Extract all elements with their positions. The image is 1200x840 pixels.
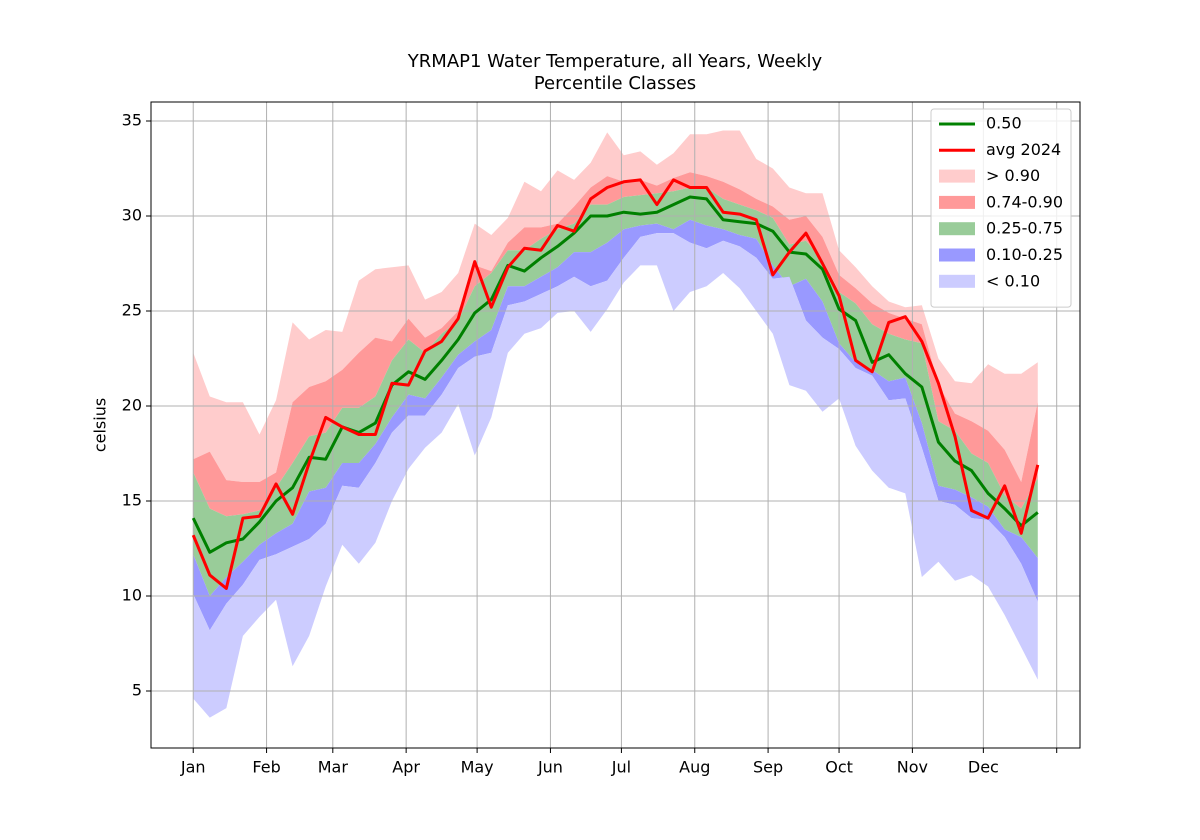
x-tick-label: Feb	[252, 758, 280, 777]
y-tick-label: 25	[122, 301, 142, 320]
legend-label: 0.74-0.90	[986, 192, 1063, 211]
band-area	[193, 130, 1038, 482]
series-line	[191, 178, 1040, 590]
legend-label: avg 2024	[986, 140, 1061, 159]
legend-swatch	[939, 248, 975, 262]
y-tick-label: 35	[122, 111, 142, 130]
x-tick-label: Nov	[897, 758, 928, 777]
y-tick-label: 15	[122, 491, 142, 510]
legend-swatch	[939, 222, 975, 236]
band-area	[193, 219, 1038, 631]
legend-swatch	[939, 195, 975, 209]
legend-label: < 0.10	[986, 271, 1040, 290]
plot-frame	[150, 101, 1081, 749]
x-tick-label: Mar	[318, 758, 349, 777]
x-tick-label: Dec	[968, 758, 999, 777]
legend: 0.50 avg 2024 > 0.90 0.74-0.90 0.25-0.75 0.10…	[930, 108, 1072, 308]
y-tick-label: 5	[132, 681, 142, 700]
y-tick-label: 10	[122, 586, 142, 605]
legend-label: 0.50	[986, 114, 1022, 133]
legend-swatch	[939, 169, 975, 183]
chart-title: YRMAP1 Water Temperature, all Years, Wee…	[407, 51, 823, 72]
legend-label: 0.25-0.75	[986, 219, 1063, 238]
legend-label: 0.10-0.25	[986, 245, 1063, 264]
y-tick-label: 30	[122, 206, 142, 225]
band-area	[193, 172, 1038, 517]
x-tick-label: Aug	[679, 758, 710, 777]
x-tick-label: Oct	[825, 758, 853, 777]
x-tick-label: May	[461, 758, 494, 777]
y-tick-label: 20	[122, 396, 142, 415]
legend-swatch	[939, 274, 975, 288]
legend-label: > 0.90	[986, 166, 1040, 185]
x-tick-label: Jul	[611, 758, 631, 777]
series-line	[191, 195, 1039, 554]
chart-subtitle: Percentile Classes	[534, 73, 696, 94]
band-area	[193, 233, 1038, 718]
x-tick-label: Jan	[180, 758, 206, 777]
band-area	[193, 187, 1038, 596]
x-tick-label: Jun	[537, 758, 563, 777]
x-tick-label: Apr	[392, 758, 420, 777]
x-tick-label: Sep	[753, 758, 783, 777]
y-axis-label: celsius	[91, 398, 110, 452]
